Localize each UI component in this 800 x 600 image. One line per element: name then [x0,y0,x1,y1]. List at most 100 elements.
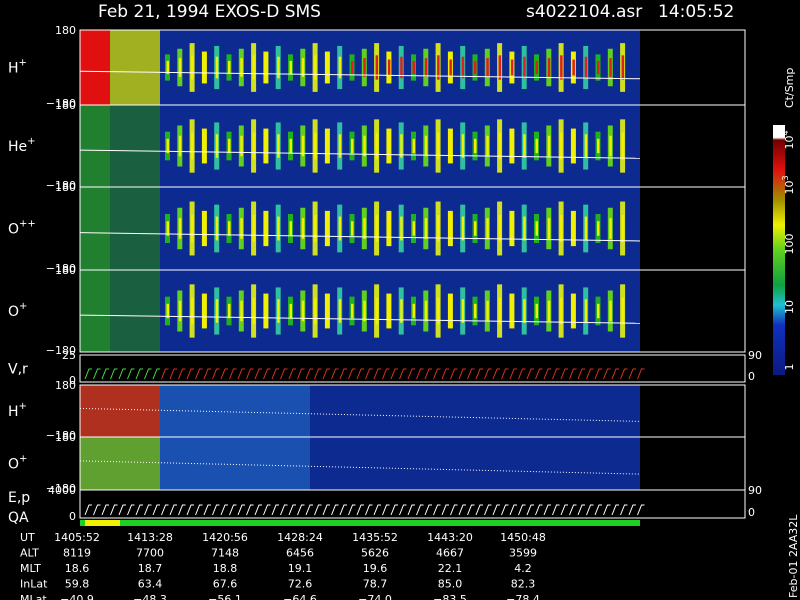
footer-label: UT [20,531,35,544]
streak [178,218,182,239]
tick-glyph [475,504,483,516]
spectrogram [79,30,645,526]
tick-glyph [450,368,458,380]
streak [191,132,194,160]
tick-glyph [501,504,509,516]
footer-value: 19.1 [288,562,313,575]
streak [314,132,317,160]
streak [560,297,563,325]
tick-glyph [280,504,288,516]
tick-glyph [424,504,432,516]
streak [363,58,366,77]
streak [166,138,169,154]
streak [572,59,575,76]
tick-glyph [339,504,347,516]
streak [474,303,477,319]
streak [178,58,182,77]
label-text: O [8,304,19,320]
tick-glyph [314,504,322,516]
panel-label: O+ [8,301,27,320]
label-sup: ++ [19,219,36,230]
footer-value: 6456 [286,547,314,560]
tick-glyph [637,368,645,380]
footer-value: −48.3 [133,593,167,600]
tick-glyph [552,368,560,380]
panel-label: O++ [8,219,36,238]
streak [597,138,600,154]
label-text: E,p [8,490,30,506]
streak [535,138,538,154]
tick-glyph [254,504,262,516]
tick-glyph [297,368,305,380]
streak [351,221,354,236]
streak [314,297,317,325]
y-tick-label: −180 [46,179,76,192]
colorbar-base: 10 [783,300,796,314]
tick-glyph [450,504,458,516]
streak [375,55,379,80]
streak [400,299,403,323]
tick-glyph [246,368,254,380]
streak [215,56,219,79]
trace [79,149,641,159]
streak [437,132,440,160]
y-tick-label: −180 [46,482,76,495]
tick-glyph [237,368,245,380]
streak [166,221,169,236]
label-text: O [8,457,19,473]
tick-glyph [365,368,373,380]
tick-glyph [441,368,449,380]
label-text: He [8,139,27,155]
streak [498,297,502,325]
tick-glyph [424,368,432,380]
streak [215,134,219,158]
tick-glyph [543,504,551,516]
tick-glyph [467,504,475,516]
tick-glyph [348,504,356,516]
tick-glyph [186,368,194,380]
streak [609,218,612,239]
streak [510,137,514,155]
streak [597,60,600,75]
tick-glyph [518,368,526,380]
label-text: H [8,61,19,77]
streak [523,134,526,158]
tick-glyph [186,504,194,516]
streak [584,134,588,158]
tick-glyph [220,368,228,380]
footer-label: ALT [20,547,39,560]
streak [215,216,219,241]
streak [474,60,477,75]
tick-glyph [161,504,169,516]
streak [523,56,526,79]
tick-glyph [212,504,220,516]
label-sup: + [19,401,27,412]
colorbar-label: 10 [783,300,796,314]
tick-glyph [169,368,177,380]
streak [523,299,526,323]
tick-glyph [314,368,322,380]
label-text: O [8,222,19,238]
streak [166,303,169,319]
streak [547,58,551,77]
footer-value: 22.1 [438,562,463,575]
tick-glyph [305,368,313,380]
colorbar [773,125,785,375]
footer-value: 82.3 [511,578,536,591]
streak [572,302,575,320]
streak [240,218,243,239]
streak [228,221,231,236]
trace [79,70,641,80]
streak [264,302,268,320]
colorbar-label: 100 [783,234,796,255]
block [80,270,110,352]
footer-value: 67.6 [213,578,238,591]
tick-glyph [263,504,271,516]
tick-glyph [212,368,220,380]
tick-glyph [161,368,169,380]
trace [79,407,641,422]
panel-bg [80,490,640,518]
streak [240,300,243,322]
tick-glyph [611,504,619,516]
tick-glyph [331,368,339,380]
